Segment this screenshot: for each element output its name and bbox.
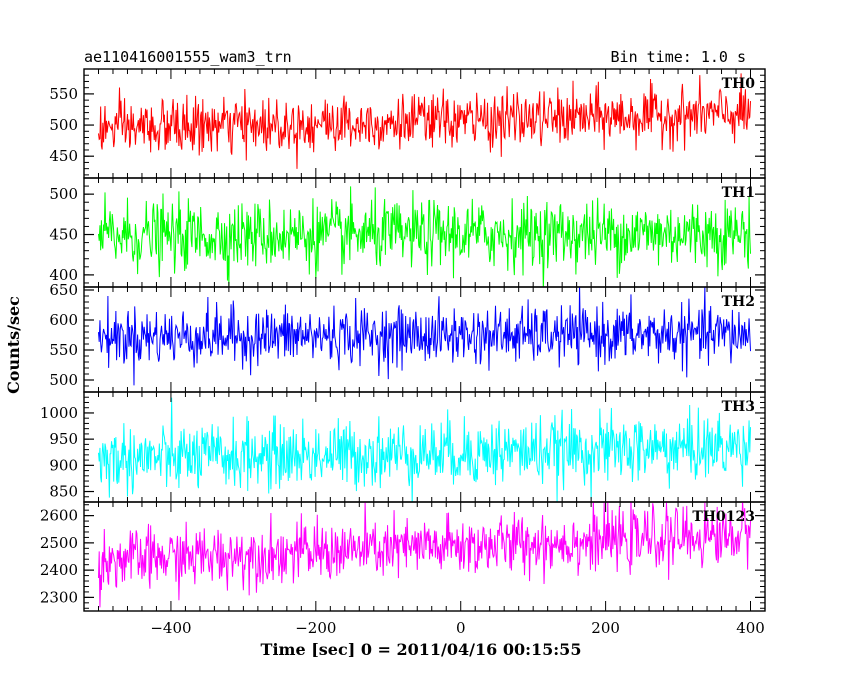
y-tick-label: 450 xyxy=(49,226,78,244)
y-tick-label: 2600 xyxy=(40,507,78,525)
chart-title-right: Bin time: 1.0 s xyxy=(611,48,746,66)
series-label-th3: TH3 xyxy=(722,399,755,415)
panel-th0123: 2300 2400 2500 2600 TH0123 xyxy=(40,501,766,612)
y-axis-label: Counts/sec xyxy=(4,296,23,394)
x-axis-label: Time [sec] 0 = 2011/04/16 00:15:55 xyxy=(261,640,582,659)
series-line-th1 xyxy=(97,186,752,287)
y-tick-label: 2300 xyxy=(40,588,78,606)
series-label-th1: TH1 xyxy=(722,185,755,201)
series-line-th0123 xyxy=(97,502,752,608)
x-tick-label: −200 xyxy=(295,619,336,637)
y-tick-label: 2400 xyxy=(40,561,78,579)
panel-th3: 850 900 950 1000 TH3 xyxy=(40,391,766,503)
series-label-th0: TH0 xyxy=(722,76,756,92)
series-line-th0 xyxy=(97,73,752,169)
series-label-th0123: TH0123 xyxy=(692,509,755,525)
series-line-th3 xyxy=(97,397,752,502)
y-tick-label: 850 xyxy=(49,483,78,501)
chart-title-left: ae110416001555_wam3_trn xyxy=(84,48,292,66)
series-line-th2 xyxy=(97,287,752,386)
x-tick-label: 0 xyxy=(456,619,466,637)
x-tick-label: 400 xyxy=(736,619,765,637)
y-tick-label: 900 xyxy=(49,456,78,474)
x-tick-label: −400 xyxy=(150,619,191,637)
y-tick-label: 950 xyxy=(49,430,78,448)
panel-frame xyxy=(83,501,766,612)
y-tick-label: 500 xyxy=(49,371,78,389)
y-tick-label: 2500 xyxy=(40,534,78,552)
panel-th2: 500 550 600 650 TH2 xyxy=(49,281,766,393)
y-tick-label: 450 xyxy=(49,147,78,165)
y-tick-label: 500 xyxy=(49,185,78,203)
panels-group: 450 500 550 TH0 400 450 500 TH1 500 550 600 650 TH2 8… xyxy=(40,68,766,637)
panel-th0: 450 500 550 TH0 xyxy=(49,68,766,179)
x-tick-label: 200 xyxy=(591,619,620,637)
y-tick-label: 550 xyxy=(49,341,78,359)
panel-th1: 400 450 500 TH1 xyxy=(49,177,766,288)
y-tick-label: 600 xyxy=(49,311,78,329)
y-tick-label: 550 xyxy=(49,85,78,103)
y-tick-label: 650 xyxy=(49,281,78,299)
y-tick-label: 1000 xyxy=(40,404,78,422)
series-label-th2: TH2 xyxy=(722,294,755,310)
y-tick-label: 400 xyxy=(49,266,78,284)
y-tick-label: 500 xyxy=(49,116,78,134)
